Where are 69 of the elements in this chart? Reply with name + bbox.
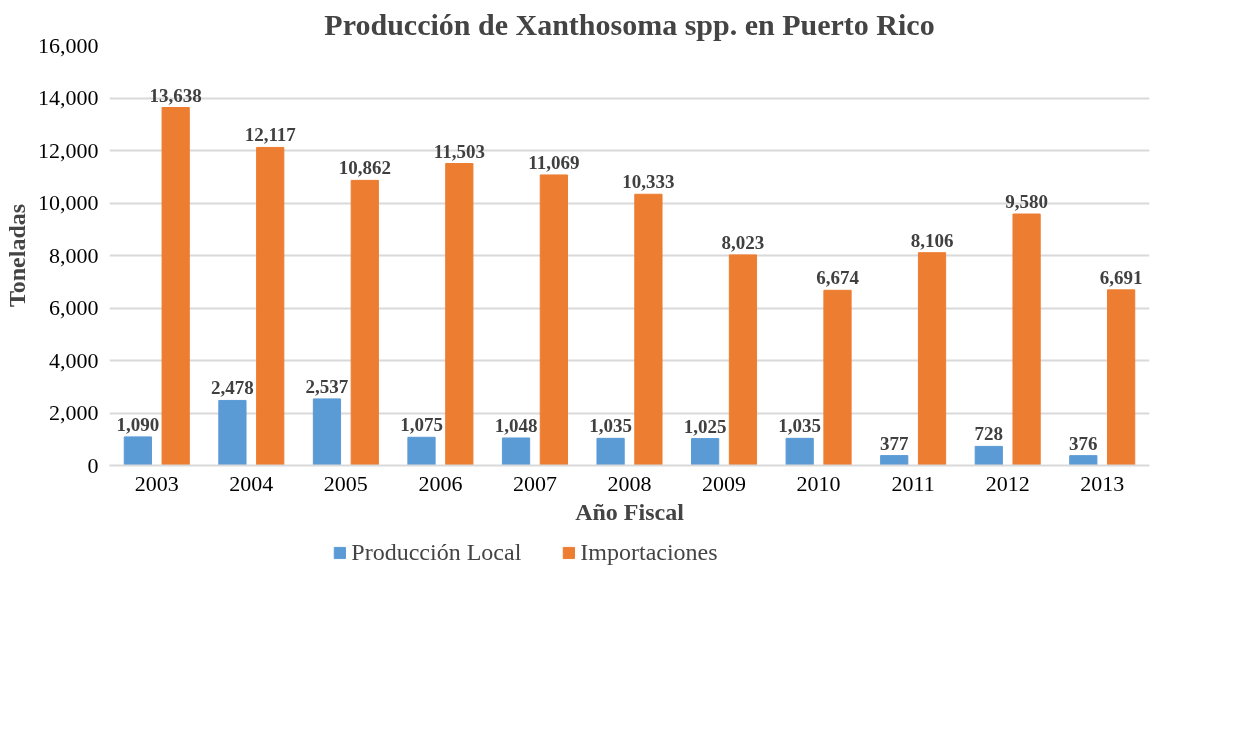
bar xyxy=(539,174,568,466)
bar xyxy=(161,107,190,466)
x-tick-label: 2008 xyxy=(607,470,652,496)
data-label: 11,503 xyxy=(433,140,485,162)
data-label: 11,069 xyxy=(528,151,580,173)
data-label: 1,075 xyxy=(400,414,443,436)
bar xyxy=(445,163,474,466)
data-label: 1,048 xyxy=(494,414,538,436)
x-tick-label: 2012 xyxy=(985,470,1030,496)
data-label: 2,478 xyxy=(211,377,254,399)
data-label: 12,117 xyxy=(244,124,297,146)
bar xyxy=(823,289,852,466)
data-label: 6,674 xyxy=(816,267,860,289)
y-tick-label: 0 xyxy=(87,452,99,478)
legend-label: Importaciones xyxy=(580,538,718,566)
data-label: 6,691 xyxy=(1099,266,1143,288)
data-label: 13,638 xyxy=(149,84,202,106)
legend-label: Producción Local xyxy=(351,538,522,566)
bar xyxy=(312,398,342,466)
y-tick-label: 2,000 xyxy=(49,400,99,425)
y-tick-label: 8,000 xyxy=(49,242,99,268)
x-tick-label: 2013 xyxy=(1080,470,1125,496)
y-tick-label: 4,000 xyxy=(49,347,99,373)
bar xyxy=(974,445,1003,466)
bar xyxy=(1012,213,1041,466)
bar xyxy=(501,437,531,466)
bar xyxy=(350,179,379,466)
y-tick-label: 12,000 xyxy=(38,137,99,163)
data-label: 1,035 xyxy=(778,415,822,437)
bar xyxy=(880,455,909,466)
x-tick-label: 2004 xyxy=(229,470,274,496)
bar xyxy=(123,436,152,466)
y-tick-label: 6,000 xyxy=(49,295,99,320)
bar xyxy=(1069,455,1098,466)
x-tick-label: 2010 xyxy=(796,470,841,496)
chart-title: Producción de Xanthosoma spp. en Puerto Rico xyxy=(324,7,935,41)
bar xyxy=(256,146,285,466)
x-axis-title: Año Fiscal xyxy=(575,498,685,525)
bar xyxy=(634,193,663,466)
x-tick-label: 2011 xyxy=(891,470,935,496)
x-tick-label: 2003 xyxy=(134,470,179,496)
data-label: 1,035 xyxy=(589,415,632,437)
y-axis-title: Toneladas xyxy=(4,203,30,308)
bar xyxy=(917,252,947,466)
data-label: 8,023 xyxy=(721,231,765,253)
y-tick-label: 16,000 xyxy=(38,32,99,58)
data-label: 10,333 xyxy=(622,171,675,193)
data-label: 728 xyxy=(974,423,1004,445)
data-label: 377 xyxy=(879,432,909,454)
y-tick-label: 10,000 xyxy=(38,190,99,215)
data-label: 1,090 xyxy=(116,413,160,435)
bar xyxy=(407,436,436,466)
bar xyxy=(785,437,814,466)
x-tick-label: 2005 xyxy=(323,470,368,496)
data-label: 376 xyxy=(1069,432,1098,454)
x-tick-label: 2007 xyxy=(512,470,557,496)
bar xyxy=(1107,289,1136,466)
data-label: 1,025 xyxy=(683,415,727,437)
x-tick-label: 2006 xyxy=(418,470,463,496)
data-label: 10,862 xyxy=(338,157,391,179)
data-label: 2,537 xyxy=(305,375,349,397)
bar xyxy=(218,399,247,466)
data-label: 9,580 xyxy=(1005,191,1048,213)
bar xyxy=(728,254,758,466)
y-tick-label: 14,000 xyxy=(38,85,99,110)
bar xyxy=(691,438,720,466)
data-label: 8,106 xyxy=(910,229,954,251)
bar xyxy=(596,437,625,466)
x-tick-label: 2009 xyxy=(702,470,747,496)
